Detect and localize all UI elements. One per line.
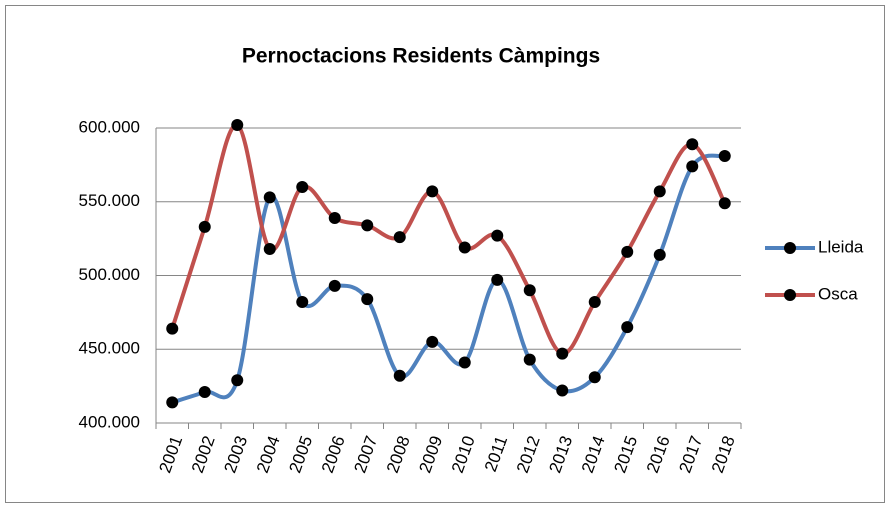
data-point [686,160,699,173]
data-point [198,386,211,399]
data-point [491,273,504,286]
y-tick-label: 600.000 [79,117,140,136]
data-point [231,374,244,387]
legend-label: Lleida [818,237,864,256]
data-point [523,353,536,366]
data-point [263,242,276,255]
data-point [588,371,601,384]
data-point [718,150,731,163]
data-point [263,191,276,204]
data-point [393,231,406,244]
legend-marker [784,289,796,301]
y-tick-label: 450.000 [79,339,140,358]
data-point [426,185,439,198]
data-point [328,211,341,224]
data-point [393,369,406,382]
data-point [491,229,504,242]
legend-marker [784,242,796,254]
data-point [296,296,309,309]
chart-border [5,5,885,503]
chart-title: Pernoctacions Residents Càmpings [242,45,600,68]
data-point [296,181,309,193]
y-tick-label: 400.000 [79,412,140,431]
legend-label: Osca [818,284,858,303]
data-point [361,293,374,306]
y-tick-label: 500.000 [79,265,140,284]
data-point [653,248,666,261]
data-point [556,384,569,397]
data-point [458,356,471,369]
data-point [198,220,211,233]
data-point [231,119,244,132]
data-point [718,197,731,210]
data-point [166,322,179,335]
data-point [458,241,471,254]
data-point [588,296,601,309]
data-point [686,138,699,151]
y-tick-label: 550.000 [79,191,140,210]
data-point [621,245,634,258]
data-point [361,219,374,232]
data-point [523,284,536,297]
data-point [328,279,341,292]
data-point [621,321,634,334]
data-point [426,335,439,348]
data-point [653,185,666,198]
data-point [556,347,569,360]
data-point [166,396,179,409]
